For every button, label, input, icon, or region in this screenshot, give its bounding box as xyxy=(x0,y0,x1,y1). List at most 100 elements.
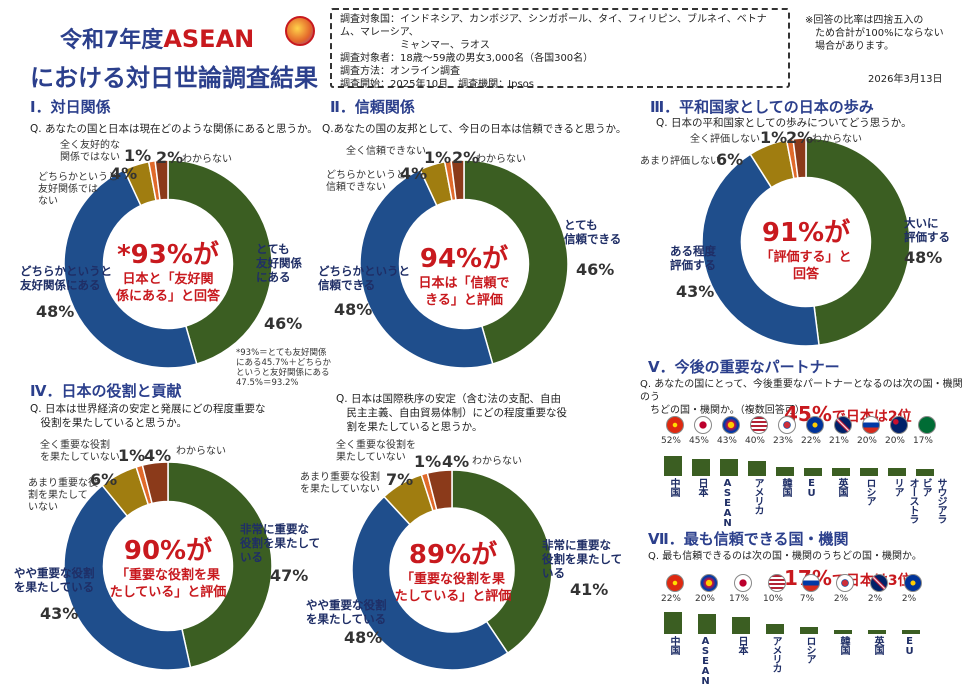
bar-value-label: 10% xyxy=(762,594,783,604)
bar-category-label: オーストラリア xyxy=(892,478,918,523)
pct-blue: 48% xyxy=(36,302,75,321)
center-sub: たしている」と評価 xyxy=(394,589,512,604)
bar xyxy=(832,467,850,476)
label-blue: やや重要な役割 を果たしている xyxy=(306,598,387,626)
donut-segment xyxy=(805,137,911,347)
donut-segment xyxy=(426,469,453,511)
pct-gold: 6% xyxy=(90,470,118,489)
donut-segment xyxy=(463,159,569,365)
section-title: Ⅴ．今後の重要なパートナー xyxy=(648,358,840,376)
bar xyxy=(698,614,716,634)
footnote: *93%＝とても友好関係 にある45.7%＋どちらか というと友好関係にある 4… xyxy=(236,348,332,388)
pct-orange: 1% xyxy=(124,146,152,165)
bar-category-label: 中国 xyxy=(668,478,679,496)
bar-value-label: 22% xyxy=(800,436,821,446)
flag-icon xyxy=(836,574,854,592)
donut-center-text: 90%が 「重要な役割を果 たしている」と評価 xyxy=(103,530,233,601)
pct-green: 47% xyxy=(270,566,309,585)
donut-segment xyxy=(701,153,820,347)
rounding-note: ※回答の比率は四捨五入の ため合計が100%にならない 場合があります。 xyxy=(805,15,944,52)
question: Q. あなたの国にとって、今後重要なパートナーとなるのは次の国・機関のう ちどの… xyxy=(640,379,963,416)
center-pct: 91%が xyxy=(761,218,851,248)
pct-gold: 4% xyxy=(400,164,428,183)
title-line1: 令和7年度ASEAN xyxy=(60,25,255,53)
pct-brown: 4% xyxy=(144,446,172,465)
bar-value-label: 40% xyxy=(744,436,765,446)
pct-gold: 4% xyxy=(110,164,138,183)
flag-icon xyxy=(834,416,852,434)
bar xyxy=(664,456,682,476)
pct-blue: 48% xyxy=(344,628,383,647)
flag-icon xyxy=(862,416,880,434)
bar-category-label: 英国 xyxy=(836,478,847,496)
bar-value-label: 22% xyxy=(660,594,681,604)
donut-segment xyxy=(63,484,192,671)
label-green: 大いに 評価する xyxy=(904,216,950,244)
bar-value-label: 2% xyxy=(901,594,917,604)
label-blue: どちらかというと 友好関係にある xyxy=(20,264,112,292)
bar xyxy=(732,617,750,634)
donut-segment xyxy=(792,137,807,179)
bar-chart-partners: 52% 中国 45% 日本 43% ASEAN 40% アメリカ 23% 韓国 22% EU 21% 英国… xyxy=(660,416,960,528)
center-sub: 日本は「信頼で xyxy=(418,276,510,291)
flag-icon xyxy=(904,574,922,592)
bar-value-label: 20% xyxy=(884,436,905,446)
pct-green: 41% xyxy=(570,580,609,599)
section-title: Ⅰ．対日関係 xyxy=(30,98,111,116)
donut-chart-economy-role xyxy=(63,461,273,671)
flag-icon xyxy=(918,416,936,434)
label-brown: わからない xyxy=(812,134,862,145)
bar-category-label: 英国 xyxy=(872,636,883,654)
center-sub: 「重要な役割を果 xyxy=(400,572,505,587)
bar xyxy=(720,459,738,476)
bar-category-label: ASEAN xyxy=(700,636,711,686)
center-sub: 「評価する」と xyxy=(760,250,852,265)
label-orange: 全く重要な役割 を果たしていない xyxy=(40,440,120,463)
donut-chart-peace xyxy=(701,137,911,347)
question: Q. 日本の平和国家としての歩みについてどう思うか。 xyxy=(656,117,912,129)
center-pct: 94%が xyxy=(419,244,509,274)
info-line: 調査対象者：18歳～59歳の男女3,000名（各国300名） xyxy=(340,53,594,64)
pct-brown: 2% xyxy=(156,148,184,167)
bar-category-label: 韓国 xyxy=(780,478,791,496)
donut-segment xyxy=(359,168,494,369)
bar xyxy=(800,627,818,634)
section-title: Ⅲ．平和国家としての日本の歩み xyxy=(650,98,874,116)
survey-info-box: 調査対象国：インドネシア、カンボジア、シンガポール、タイ、フィリピン、ブルネイ、… xyxy=(330,8,790,90)
flag-icon xyxy=(802,574,820,592)
center-sub: 「重要な役割を果 xyxy=(115,568,220,583)
bar-value-label: 17% xyxy=(912,436,933,446)
info-line: 調査対象国：インドネシア、カンボジア、シンガポール、タイ、フィリピン、ブルネイ、… xyxy=(340,14,767,38)
flag-icon xyxy=(806,416,824,434)
bar xyxy=(834,630,852,634)
donut-segment xyxy=(141,461,169,505)
donut-segment xyxy=(154,159,169,201)
label-orange: 全く重要な役割を 果たしていない xyxy=(336,440,416,463)
asean-globe-icon xyxy=(285,16,315,46)
section-title: Ⅶ．最も信頼できる国・機関 xyxy=(648,530,849,548)
bar-value-label: 20% xyxy=(694,594,715,604)
bar-category-label: ASEAN xyxy=(722,478,733,528)
pct-green: 46% xyxy=(264,314,303,333)
bar-value-label: 23% xyxy=(772,436,793,446)
pct-blue: 43% xyxy=(40,604,79,623)
bar xyxy=(664,612,682,634)
flag-icon xyxy=(700,574,718,592)
question: Q. 最も信頼できるのは次の国・機関のうちどの国・機関か。 xyxy=(648,551,922,562)
pct-orange: 1% xyxy=(414,452,442,471)
center-pct: 89%が xyxy=(408,540,498,570)
pct-green: 48% xyxy=(904,248,943,267)
flag-icon xyxy=(890,416,908,434)
info-line: 調査開始：2025年10月 調査機関：Ipsos xyxy=(340,79,535,90)
donut-center-text: 94%が 日本は「信頼で きる」と評価 xyxy=(404,238,524,309)
donut-chart-order-role xyxy=(351,469,553,671)
flag-icon xyxy=(666,416,684,434)
donut-chart-trust xyxy=(359,159,569,369)
label-gold: あまり評価しない xyxy=(640,156,720,167)
pct-orange: 1% xyxy=(760,128,788,147)
bar-category-label: 日本 xyxy=(696,478,707,496)
flag-icon xyxy=(750,416,768,434)
question: Q. 日本は世界経済の安定と発展にどの程度重要な 役割を果たしていると思うか。 xyxy=(30,403,266,429)
flag-icon xyxy=(694,416,712,434)
pct-gold: 7% xyxy=(386,470,414,489)
